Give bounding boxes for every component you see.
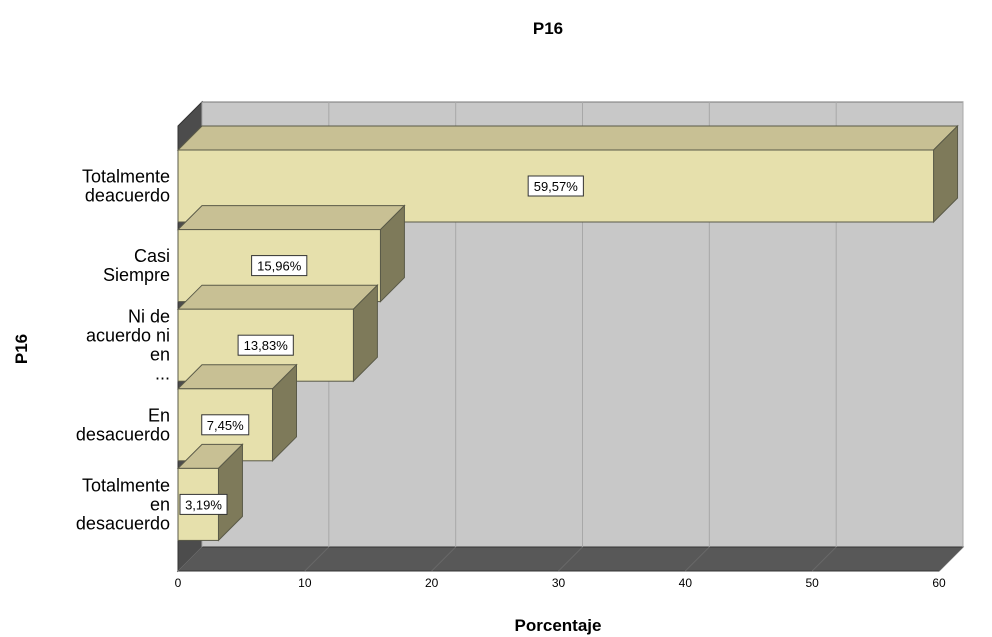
bar-value-label: 59,57% — [534, 179, 579, 194]
floor-gridline — [304, 546, 330, 572]
y-tick-label: ... — [155, 364, 170, 384]
floor-gridline — [811, 546, 837, 572]
bar-value-label: 3,19% — [185, 497, 222, 512]
x-tick-label: 20 — [425, 576, 439, 590]
y-tick-label: desacuerdo — [76, 513, 170, 533]
y-tick-label: Totalmente — [82, 167, 170, 187]
y-tick-label: en — [150, 345, 170, 365]
x-tick-label: 60 — [932, 576, 946, 590]
x-tick-label: 0 — [175, 576, 182, 590]
bar-value-box — [237, 334, 294, 356]
x-tick-label: 50 — [805, 576, 819, 590]
bar-value-box — [527, 175, 584, 197]
floor-gridline — [558, 546, 583, 572]
y-tick-label: Casi — [134, 246, 170, 266]
x-axis-title: Porcentaje — [515, 616, 602, 635]
y-tick-label: Siempre — [103, 265, 170, 285]
y-tick-label: Ni de — [128, 307, 170, 327]
bar-top — [176, 284, 379, 310]
bar-value-label: 7,45% — [207, 418, 244, 433]
y-tick-label: desacuerdo — [76, 424, 170, 444]
y-tick-label: en — [150, 494, 170, 514]
bar-value-box — [179, 493, 228, 515]
bar-top — [176, 125, 959, 151]
bar-value-box — [251, 255, 308, 277]
bar-value-box — [201, 414, 250, 436]
chart-title: P16 — [533, 19, 563, 38]
x-tick-label: 10 — [298, 576, 312, 590]
x-tick-label: 30 — [552, 576, 566, 590]
floor-gridline — [177, 546, 203, 572]
floor-gridline — [684, 546, 710, 572]
y-tick-label: deacuerdo — [85, 186, 170, 206]
bar-value-label: 15,96% — [257, 259, 302, 274]
x-axis: 0 10 20 30 40 50 60 — [175, 576, 946, 590]
x-tick-label: 40 — [679, 576, 693, 590]
floor-gridline — [431, 546, 457, 572]
y-axis-title: P16 — [12, 334, 31, 364]
y-tick-label: Totalmente — [82, 475, 170, 495]
floor-gridline — [938, 546, 964, 572]
y-tick-label: En — [148, 405, 170, 425]
y-tick-label: acuerdo ni — [86, 326, 170, 346]
bar-top — [176, 205, 406, 231]
bar-labels: 59,57% 15,96% 13,83% 7,45% 3,19% — [179, 175, 584, 515]
bar-value-label: 13,83% — [244, 338, 289, 353]
